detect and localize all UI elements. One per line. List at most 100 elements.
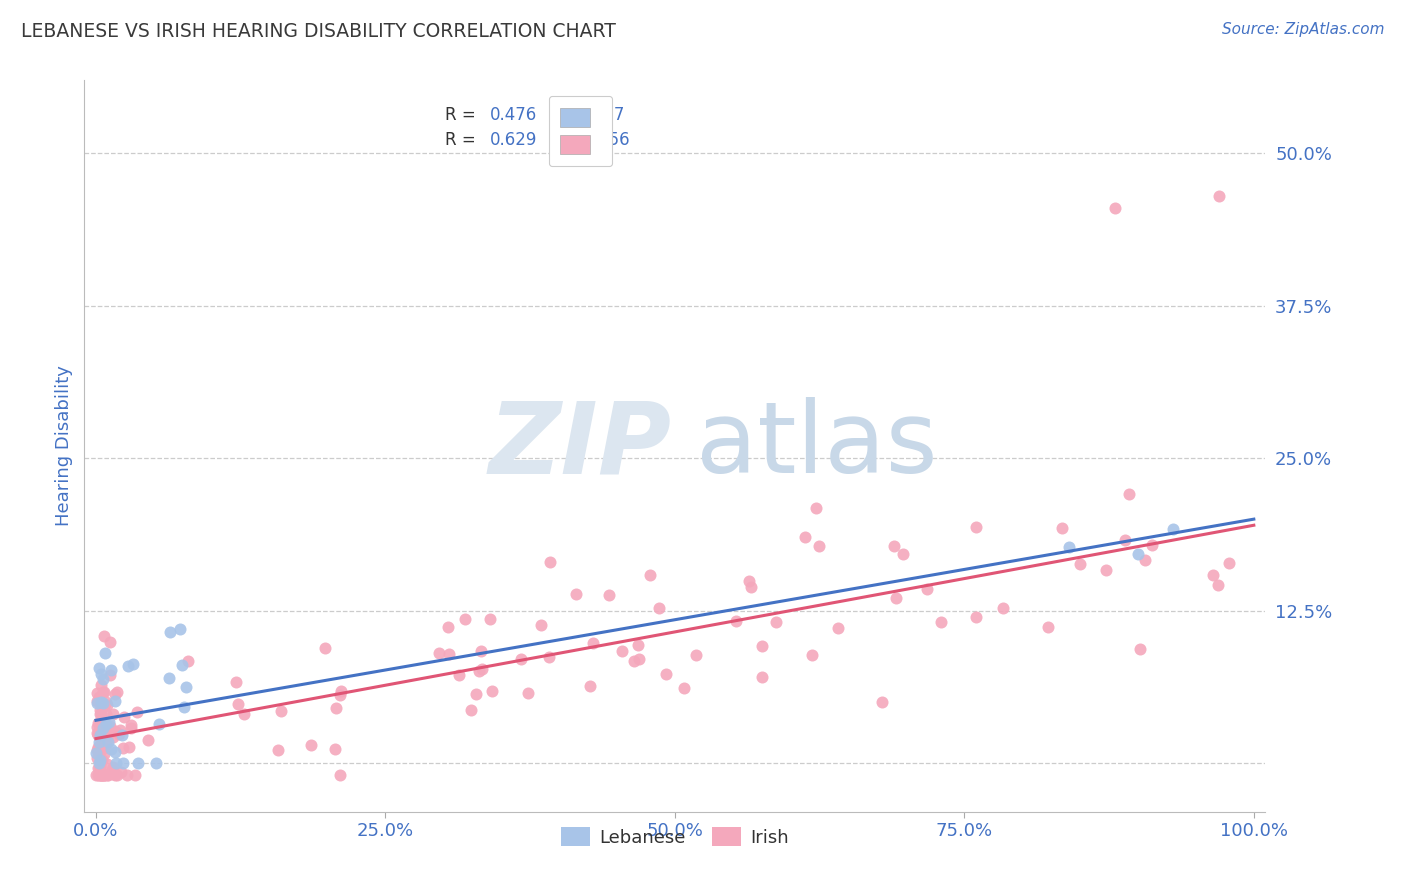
Point bbox=[87, 727, 110, 741]
Text: ZIP: ZIP bbox=[489, 398, 672, 494]
Point bbox=[447, 668, 470, 682]
Point bbox=[579, 679, 602, 693]
Point bbox=[1142, 537, 1164, 551]
Point bbox=[1135, 553, 1157, 567]
Point bbox=[112, 756, 135, 770]
Legend: Lebanese, Irish: Lebanese, Irish bbox=[554, 820, 796, 854]
Point bbox=[89, 744, 111, 758]
Point bbox=[91, 768, 114, 782]
Point bbox=[138, 733, 160, 747]
Point bbox=[538, 555, 561, 569]
Point bbox=[329, 688, 352, 702]
Point bbox=[98, 718, 121, 732]
Point bbox=[530, 618, 553, 632]
Point bbox=[87, 756, 110, 770]
Point bbox=[94, 646, 117, 660]
Point bbox=[148, 717, 170, 731]
Point bbox=[159, 625, 181, 640]
Point bbox=[1206, 577, 1229, 591]
Point bbox=[638, 568, 661, 582]
Point bbox=[870, 695, 893, 709]
Point bbox=[89, 735, 111, 749]
Point bbox=[107, 685, 129, 699]
Point bbox=[90, 707, 112, 722]
Point bbox=[800, 648, 823, 662]
Point bbox=[917, 582, 939, 596]
Point bbox=[1129, 641, 1152, 656]
Point bbox=[120, 721, 142, 735]
Point bbox=[1208, 189, 1230, 203]
Text: N =: N = bbox=[557, 131, 593, 150]
Point bbox=[793, 530, 815, 544]
Point bbox=[931, 615, 953, 629]
Point bbox=[111, 741, 134, 756]
Point bbox=[965, 520, 987, 534]
Point bbox=[90, 695, 112, 709]
Point bbox=[516, 686, 538, 700]
Point bbox=[90, 726, 112, 740]
Point bbox=[1201, 567, 1223, 582]
Point bbox=[89, 661, 111, 675]
Point bbox=[765, 615, 787, 629]
Point bbox=[538, 649, 561, 664]
Point bbox=[299, 738, 322, 752]
Point bbox=[886, 591, 908, 605]
Point bbox=[965, 610, 987, 624]
Point bbox=[90, 768, 112, 782]
Point bbox=[94, 737, 117, 751]
Point bbox=[98, 667, 121, 681]
Point bbox=[89, 728, 111, 742]
Point bbox=[93, 768, 115, 782]
Point bbox=[93, 747, 115, 761]
Point bbox=[91, 767, 114, 781]
Point bbox=[807, 540, 830, 554]
Point bbox=[90, 667, 112, 681]
Point bbox=[96, 768, 118, 782]
Point bbox=[97, 734, 120, 748]
Point bbox=[86, 761, 108, 775]
Point bbox=[427, 646, 450, 660]
Point bbox=[225, 675, 247, 690]
Point bbox=[582, 636, 605, 650]
Point bbox=[90, 753, 112, 767]
Point bbox=[87, 728, 110, 742]
Point bbox=[86, 725, 108, 739]
Point bbox=[90, 768, 112, 782]
Point bbox=[127, 756, 149, 770]
Point bbox=[1218, 556, 1240, 570]
Point bbox=[96, 706, 118, 721]
Point bbox=[101, 707, 124, 722]
Point bbox=[86, 693, 108, 707]
Point bbox=[94, 695, 117, 709]
Point bbox=[90, 768, 112, 782]
Y-axis label: Hearing Disability: Hearing Disability bbox=[55, 366, 73, 526]
Point bbox=[104, 745, 127, 759]
Point bbox=[105, 768, 128, 782]
Point bbox=[169, 623, 191, 637]
Point bbox=[91, 717, 114, 731]
Point bbox=[86, 746, 108, 760]
Point bbox=[115, 768, 138, 782]
Point bbox=[89, 759, 111, 773]
Point bbox=[510, 651, 533, 665]
Point bbox=[120, 718, 142, 732]
Point bbox=[101, 763, 124, 777]
Point bbox=[91, 767, 114, 781]
Point bbox=[96, 722, 118, 736]
Point bbox=[94, 717, 117, 731]
Point bbox=[98, 635, 121, 649]
Point bbox=[176, 654, 198, 668]
Point bbox=[827, 621, 849, 635]
Point bbox=[93, 684, 115, 698]
Point bbox=[93, 768, 115, 782]
Point bbox=[751, 669, 773, 683]
Point bbox=[89, 722, 111, 736]
Point bbox=[108, 727, 131, 741]
Point bbox=[740, 580, 762, 594]
Point bbox=[1161, 522, 1184, 536]
Point bbox=[104, 724, 127, 739]
Point bbox=[104, 768, 127, 782]
Point bbox=[883, 539, 905, 553]
Text: N =: N = bbox=[557, 106, 593, 124]
Point bbox=[470, 643, 492, 657]
